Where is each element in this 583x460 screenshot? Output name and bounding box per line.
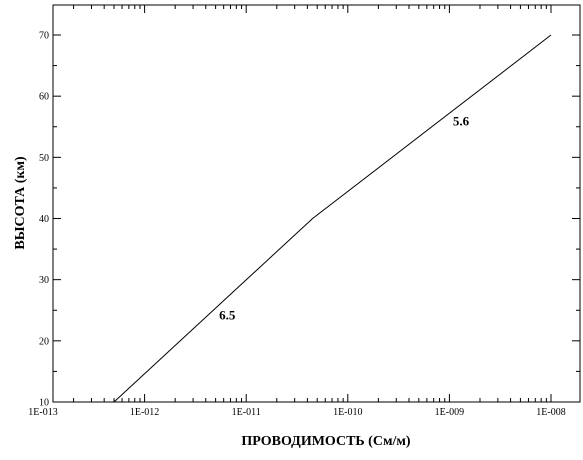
x-tick-label: 1E-011	[232, 407, 261, 418]
labels-layer: 1E-013 1E-012 1E-011 1E-010 1E-009 1E-008 10 20…	[28, 31, 565, 419]
x-tick-label: 1E-008	[536, 407, 565, 418]
series-layer	[113, 34, 552, 403]
y-tick-label: 40	[39, 214, 49, 225]
y-tick-label: 20	[39, 336, 49, 347]
series-line	[113, 34, 552, 403]
y-tick-label: 50	[39, 153, 49, 164]
slope-annotation: 6.5	[219, 307, 236, 322]
x-axis-title: ПРОВОДИМОСТЬ (См/м)	[241, 434, 411, 449]
y-tick-label: 70	[39, 31, 49, 42]
y-tick-label: 10	[39, 398, 49, 409]
ticks-layer	[53, 5, 580, 403]
x-tick-label: 1E-013	[28, 407, 57, 418]
x-tick-label: 1E-010	[333, 407, 362, 418]
y-tick-label: 60	[39, 92, 49, 103]
slope-annotation: 5.6	[453, 114, 470, 129]
y-tick-label: 30	[39, 275, 49, 286]
y-axis-title: ВЫСОТА (км)	[13, 156, 28, 250]
plot-frame	[52, 4, 581, 403]
x-tick-label: 1E-012	[130, 407, 159, 418]
x-tick-label: 1E-009	[435, 407, 464, 418]
